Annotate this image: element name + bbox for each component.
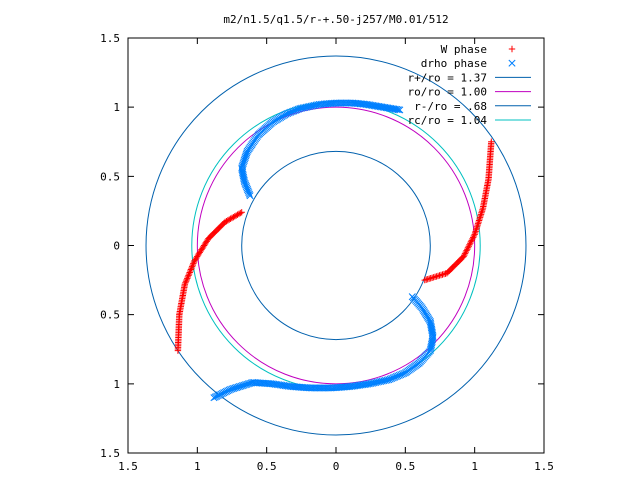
y-tick-label: 1.5 [100,32,120,45]
w-phase-point [185,272,192,279]
w-phase-point [183,276,190,284]
w-phase-point [174,347,182,354]
w-phase-point [191,257,198,264]
legend-label: ro/ro = 1.00 [408,86,487,99]
w-phase-point [464,244,472,251]
w-phase-point [188,264,195,272]
y-axis-ticks: 1.5 1 0.5 0 0.5 1 1.5 [100,32,544,460]
drho-phase-point [210,394,218,402]
w-phase-point [189,261,196,269]
drho-phase-point [393,105,401,113]
ring-circle [196,106,476,385]
ring-circle [145,55,527,436]
x-tick-label: 1.5 [118,460,138,473]
ring-circle [191,101,481,390]
y-tick-label: 0 [113,240,120,253]
w-phase-point [185,270,193,278]
legend-marker [508,59,516,67]
w-phase-point [468,237,475,244]
x-tick-label: 0 [333,460,340,473]
drho-phase-point [337,99,345,107]
drho-phase-point [340,99,348,107]
w-phase-point [467,240,474,247]
y-tick-label: 1.5 [100,447,120,460]
w-phase-point [187,266,195,273]
w-phase-point [469,235,476,243]
drho-phase-point [339,99,347,107]
w-phase-point [231,213,238,220]
w-phase-point [470,232,478,240]
w-phase-point [184,275,191,282]
y-tick-label: 0.5 [100,309,120,322]
w-phase-point [464,245,471,253]
w-phase-point [234,211,241,218]
legend-label: r+/ro = 1.37 [408,71,487,84]
ring-circle [241,150,431,341]
data-points [174,99,495,402]
w-phase-series [174,209,245,354]
w-phase-point [238,209,245,216]
w-phase-point [224,217,232,224]
drho-phase-series [238,99,404,200]
w-phase-point [190,260,197,267]
legend-marker [508,45,516,53]
w-phase-point [226,216,233,223]
drho-phase-series [210,293,437,402]
w-phase-point [235,210,243,218]
w-phase-point [186,269,193,276]
x-axis-ticks: 1.5 1 0.5 0 0.5 1 1.5 [118,38,554,473]
drho-phase-point [394,106,402,114]
drho-phase-point [334,99,342,107]
w-phase-point [230,213,237,221]
drho-phase-point [332,99,340,107]
w-phase-point [237,209,244,217]
w-phase-point [184,273,192,281]
drho-phase-point [342,99,350,107]
legend-label: W phase [441,43,487,56]
x-tick-label: 1 [194,460,201,473]
y-tick-label: 0.5 [100,170,120,183]
w-phase-point [467,238,475,246]
drho-phase-point [344,99,352,107]
x-tick-label: 1.5 [534,460,554,473]
y-tick-label: 1 [113,101,120,114]
legend-label: drho phase [421,57,487,70]
w-phase-point [190,258,198,266]
w-phase-point [227,215,234,222]
w-phase-point [187,267,194,275]
w-phase-point [488,138,495,145]
x-tick-label: 0.5 [257,460,277,473]
w-phase-point [232,212,240,219]
w-phase-point [182,279,189,286]
w-phase-point [460,253,467,260]
drho-phase-point [396,106,404,114]
w-phase-point [462,248,469,256]
w-phase-point [465,243,472,250]
w-phase-point [469,234,477,241]
legend-label: rc/ro = 1.04 [408,114,488,127]
legend-label: r-/ro = .68 [414,100,487,113]
y-tick-label: 1 [113,378,120,391]
drho-phase-point [335,99,343,107]
w-phase-point [188,263,196,270]
chart-title: m2/n1.5/q1.5/r-+.50-j257/M0.01/512 [223,13,448,26]
w-phase-point [466,241,473,248]
x-tick-label: 1 [471,460,478,473]
w-phase-series [421,138,495,284]
w-phase-point [228,214,236,222]
x-tick-label: 0.5 [395,460,415,473]
w-phase-point [461,251,468,259]
w-phase-point [182,278,190,285]
w-phase-point [463,247,470,254]
w-phase-point [192,256,199,263]
w-phase-point [461,250,469,257]
